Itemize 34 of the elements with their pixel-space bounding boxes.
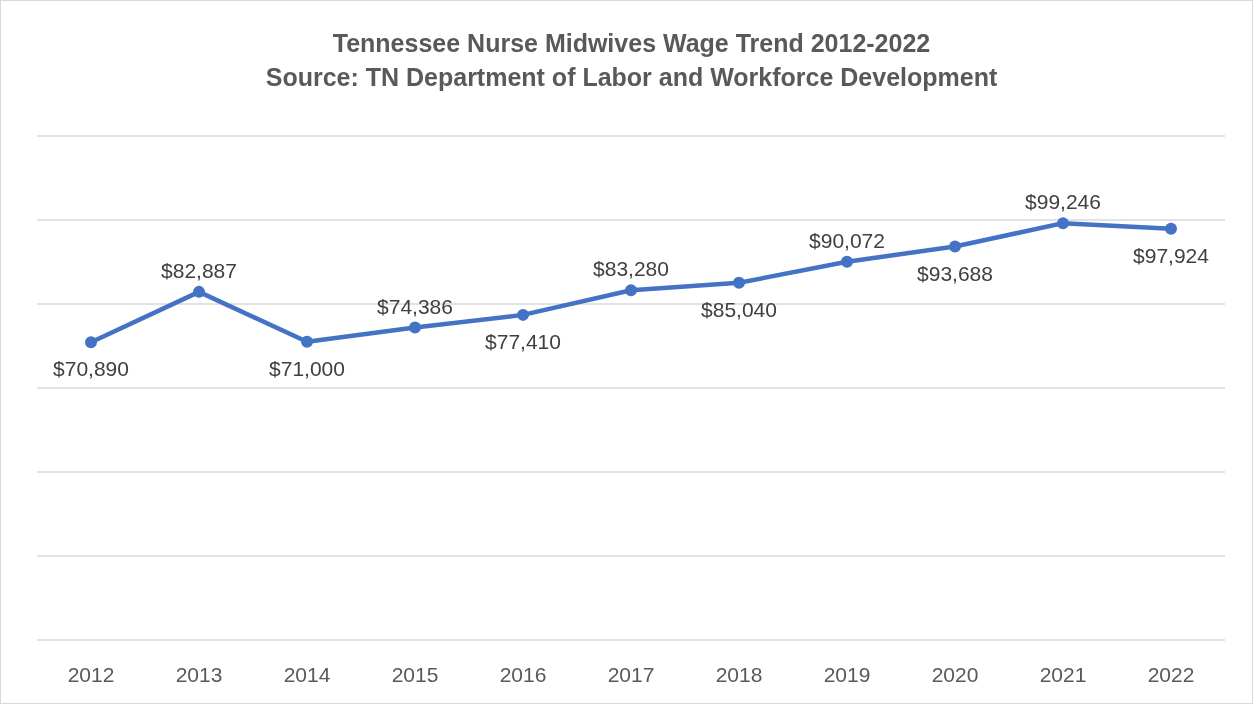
data-label: $70,890 <box>53 357 129 381</box>
data-label: $71,000 <box>269 356 345 380</box>
x-tick-label: 2020 <box>931 663 979 686</box>
x-tick-label: 2013 <box>175 663 223 686</box>
x-tick-label: 2015 <box>391 663 439 686</box>
point <box>193 285 205 298</box>
data-label: $82,887 <box>161 258 237 282</box>
point <box>409 321 421 334</box>
point <box>841 255 853 268</box>
point <box>949 240 961 253</box>
point <box>1165 222 1177 235</box>
data-label: $93,688 <box>917 261 993 285</box>
x-tick-label: 2022 <box>1147 663 1195 686</box>
x-tick-label: 2018 <box>715 663 763 686</box>
x-tick-label: 2019 <box>823 663 871 686</box>
x-tick-label: 2021 <box>1039 663 1087 686</box>
point <box>625 284 637 297</box>
data-label: $77,410 <box>485 329 561 353</box>
x-tick-label: 2014 <box>283 663 331 686</box>
data-label: $74,386 <box>377 294 453 318</box>
x-tick-label: 2017 <box>607 663 655 686</box>
data-label: $83,280 <box>593 257 669 281</box>
chart-title: Tennessee Nurse Midwives Wage Trend 2012-2022 Source: TN Department of Labor and Workforce Development <box>265 29 998 91</box>
data-label: $99,246 <box>1025 190 1101 214</box>
x-tick-label: 2012 <box>67 663 115 686</box>
data-label: $85,040 <box>701 297 777 321</box>
x-tick-label: 2016 <box>499 663 547 686</box>
point <box>85 336 97 349</box>
point <box>517 308 529 321</box>
data-label: $90,072 <box>809 228 885 252</box>
point <box>733 276 745 289</box>
data-label: $97,924 <box>1133 243 1210 267</box>
point <box>1057 217 1069 230</box>
point <box>301 335 313 348</box>
